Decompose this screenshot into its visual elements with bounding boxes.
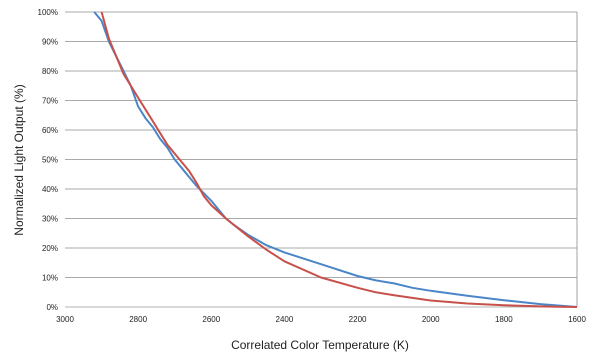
y-tick-labels: 0% 10% 20% 30% 40% 50% 60% 70% 80% 90% 100% [38,8,58,312]
x-tick-label: 2200 [349,315,367,324]
y-tick-label: 70% [42,97,58,106]
x-tick-label: 1600 [568,315,586,324]
y-tick-label: 50% [42,156,58,165]
x-tick-label: 1800 [495,315,513,324]
x-tick-label: 2800 [129,315,147,324]
y-tick-label: 0% [46,303,58,312]
x-tick-labels: 3000 2800 2600 2400 2200 2000 1800 1600 [56,315,586,324]
x-axis-title: Correlated Color Temperature (K) [231,338,409,352]
x-tick-label: 2600 [202,315,220,324]
series-group [93,11,578,308]
series-line-2 [100,11,578,308]
y-tick-label: 40% [42,185,58,194]
x-tick-label: 3000 [56,315,74,324]
y-tick-label: 80% [42,67,58,76]
y-tick-label: 100% [38,8,58,17]
y-tick-label: 60% [42,126,58,135]
y-tick-label: 10% [42,274,58,283]
y-axis-title: Normalized Light Output (%) [12,84,26,235]
grid [65,11,578,308]
y-tick-label: 30% [42,215,58,224]
x-tick-label: 2400 [276,315,294,324]
y-tick-label: 90% [42,38,58,47]
y-tick-label: 20% [42,244,58,253]
x-tick-label: 2000 [422,315,440,324]
